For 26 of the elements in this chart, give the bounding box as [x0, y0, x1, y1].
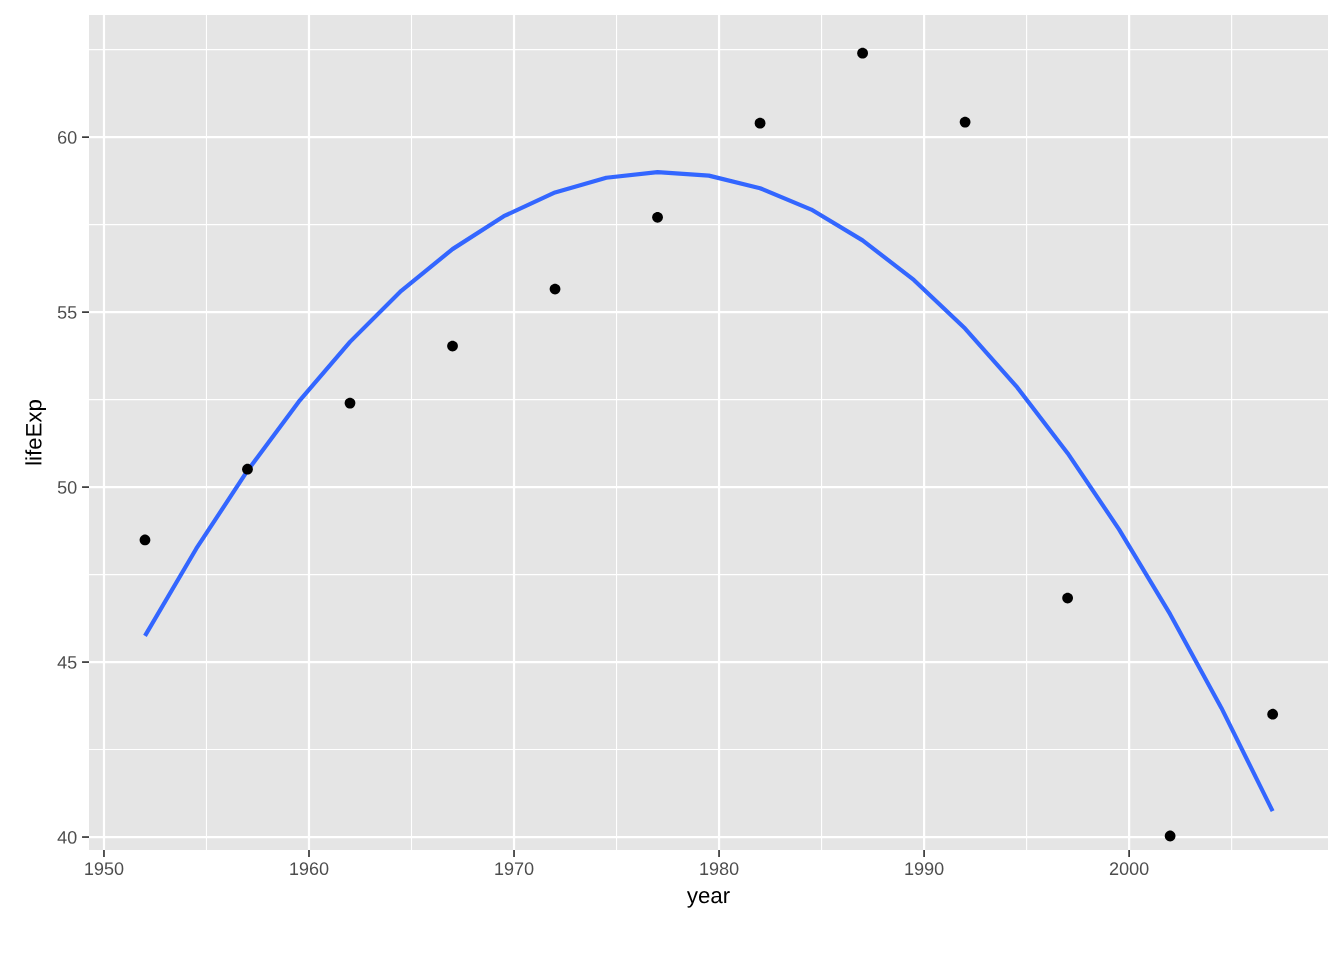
x-tick-label: 1950: [85, 862, 124, 876]
point: [1164, 830, 1176, 842]
point: [1267, 708, 1279, 720]
x-axis-title: year: [686, 891, 730, 908]
line-series: [142, 170, 1275, 814]
point: [139, 534, 151, 546]
y-tick-label: 40: [57, 830, 77, 844]
x-tick-label: 2000: [1109, 862, 1149, 876]
x-tick-label: 1990: [905, 862, 944, 876]
point: [1062, 592, 1073, 604]
y-tick-label: 45: [57, 656, 77, 669]
y-tick-label: 50: [57, 481, 77, 494]
x-tick-label: 1970: [495, 862, 534, 876]
point: [754, 117, 766, 129]
y-axis-title: lifeExp: [25, 400, 46, 465]
point: [447, 340, 458, 352]
y-tick-label: 55: [57, 306, 77, 319]
point: [857, 47, 868, 59]
y-tick-label: 60: [58, 131, 77, 144]
point: [959, 116, 971, 128]
point: [652, 211, 663, 223]
point: [549, 283, 561, 295]
x-tick-label: 1980: [700, 862, 739, 876]
point: [344, 397, 356, 409]
x-tick-label: 1960: [290, 862, 329, 876]
point: [242, 463, 253, 475]
